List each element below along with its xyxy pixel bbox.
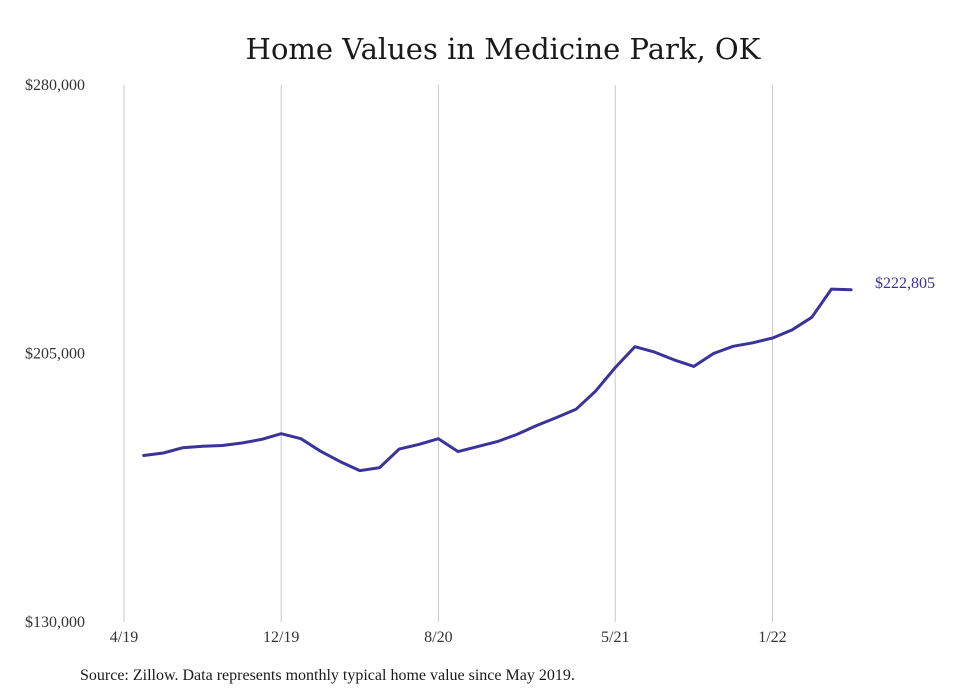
y-tick-label: $130,000 (25, 614, 85, 631)
y-axis-ticks: $130,000 $205,000 $280,000 (25, 77, 85, 631)
end-value-label: $222,805 (875, 275, 935, 292)
y-tick-label: $280,000 (25, 77, 85, 94)
x-tick-label: 1/22 (758, 629, 786, 646)
gridlines (123, 85, 773, 622)
chart-title: Home Values in Medicine Park, OK (246, 32, 762, 66)
x-tick-label: 4/19 (110, 629, 138, 646)
series-line-home-value (142, 287, 853, 473)
x-tick-label: 5/21 (601, 629, 629, 646)
x-tick-label: 8/20 (424, 629, 452, 646)
y-tick-label: $205,000 (25, 346, 85, 363)
source-note: Source: Zillow. Data represents monthly … (80, 667, 575, 684)
x-axis-ticks: 4/19 12/19 8/20 5/21 1/22 (110, 629, 787, 646)
x-tick-label: 12/19 (263, 629, 299, 646)
